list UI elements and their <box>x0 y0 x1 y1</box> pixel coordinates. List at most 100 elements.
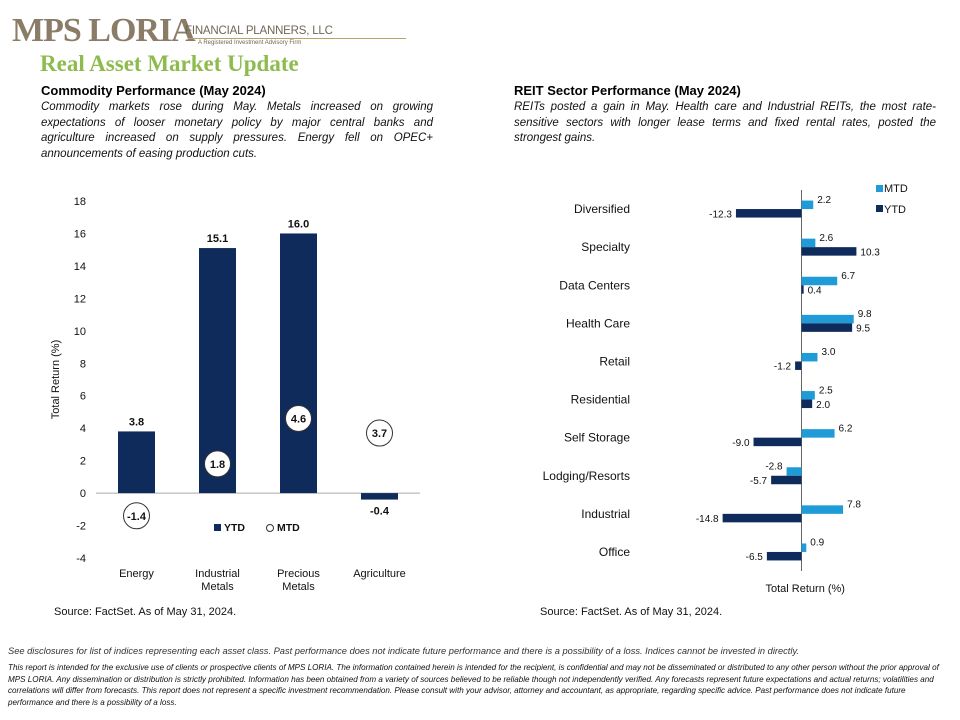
data-label-mtd: 3.0 <box>821 347 835 358</box>
data-label-ytd: 15.1 <box>207 233 228 245</box>
logo-subtitle: FINANCIAL PLANNERS, LLC <box>185 25 333 37</box>
bar-ytd <box>801 323 853 332</box>
bar-ytd <box>766 551 802 561</box>
y-tick-label: 16 <box>74 228 86 240</box>
data-label-ytd: -1.2 <box>774 362 792 373</box>
marker-mtd <box>285 404 312 432</box>
bar-ytd <box>280 233 317 494</box>
legend-label-mtd: MTD <box>277 522 300 534</box>
reit-source-note: Source: FactSet. As of May 31, 2024. <box>540 606 723 618</box>
logo-divider <box>188 38 406 39</box>
x-category-label: Industrial <box>195 568 240 580</box>
data-label-ytd: -9.0 <box>732 438 750 449</box>
legend-swatch-ytd <box>214 524 221 531</box>
bar-mtd <box>801 238 816 248</box>
index-disclosure: See disclosures for list of indices repr… <box>8 646 799 656</box>
legend-swatch-ytd <box>876 205 883 212</box>
data-label-ytd: 0.4 <box>808 286 822 297</box>
data-label-mtd: 7.8 <box>847 500 861 511</box>
y-tick-label: -2 <box>76 521 86 533</box>
y-category-label: Self Storage <box>564 431 630 445</box>
y-tick-label: 2 <box>80 456 86 468</box>
data-label-mtd: 3.7 <box>372 428 387 440</box>
bar-mtd <box>801 429 835 438</box>
bar-ytd <box>801 285 804 294</box>
y-axis-label: Total Return (%) <box>50 340 62 419</box>
data-label-ytd: -5.7 <box>750 476 768 487</box>
data-label-mtd: 0.9 <box>810 538 824 549</box>
x-category-label: Metals <box>282 581 315 593</box>
data-label-mtd: 4.6 <box>291 413 306 425</box>
y-category-label: Health Care <box>566 316 630 330</box>
legend-label-ytd: YTD <box>884 204 906 216</box>
data-label-ytd: -0.4 <box>370 506 390 518</box>
y-tick-label: 12 <box>74 293 86 305</box>
y-tick-label: 10 <box>74 326 86 338</box>
bar-mtd <box>786 467 802 476</box>
legend-swatch-mtd <box>876 185 883 192</box>
bar-ytd <box>801 399 813 409</box>
bar-ytd <box>722 513 802 523</box>
reit-sector-chart: Diversified Specialty Data Centers Health C… <box>543 183 908 595</box>
data-label-mtd: -2.8 <box>765 462 783 473</box>
data-label-mtd: 2.2 <box>817 195 831 206</box>
commodity-section-text: Commodity markets rose during May. Metal… <box>41 101 433 160</box>
y-tick-label: 18 <box>74 196 86 208</box>
marker-mtd <box>204 450 231 478</box>
firm-logo: MPS LORIA FINANCIAL PLANNERS, LLC A Regi… <box>12 8 412 52</box>
data-label-ytd: 3.8 <box>129 416 144 428</box>
y-tick-label: 8 <box>80 358 86 370</box>
page-title: Real Asset Market Update <box>40 51 299 76</box>
data-label-ytd: -12.3 <box>709 209 732 220</box>
bar-mtd <box>801 352 818 362</box>
x-category-label: Energy <box>119 568 154 580</box>
bar-ytd <box>735 209 802 218</box>
data-label-ytd: 2.0 <box>816 400 830 411</box>
bar-mtd <box>801 276 838 286</box>
data-label-mtd: 2.5 <box>819 385 833 396</box>
data-label-mtd: 9.8 <box>858 309 872 320</box>
bar-mtd <box>801 200 814 210</box>
bar-ytd <box>361 493 398 500</box>
data-label-ytd: 9.5 <box>856 324 870 335</box>
y-tick-label: 14 <box>74 261 86 273</box>
y-category-label: Data Centers <box>559 278 630 292</box>
y-category-label: Industrial <box>581 507 630 521</box>
data-label-mtd: 2.6 <box>819 233 833 244</box>
y-category-label: Specialty <box>581 240 630 254</box>
y-category-label: Retail <box>599 354 630 368</box>
x-category-label: Metals <box>201 581 234 593</box>
legend-label-ytd: YTD <box>224 522 245 534</box>
data-label-mtd: 6.7 <box>841 271 855 282</box>
data-label-ytd: 10.3 <box>860 247 880 258</box>
bar-ytd <box>801 247 857 256</box>
bar-ytd <box>118 431 155 494</box>
logo-wordmark: MPS LORIA <box>12 12 196 49</box>
marker-mtd <box>123 502 150 530</box>
data-label-mtd: -1.4 <box>127 511 147 523</box>
data-label-ytd: -6.5 <box>746 552 764 563</box>
data-label-ytd: 16.0 <box>288 218 309 230</box>
legend-swatch-mtd <box>266 524 274 532</box>
commodity-source-note: Source: FactSet. As of May 31, 2024. <box>54 606 237 618</box>
x-category-label: Agriculture <box>353 568 406 580</box>
marker-mtd <box>366 419 393 447</box>
x-axis-label: Total Return (%) <box>766 583 845 595</box>
data-label-mtd: 6.2 <box>839 423 853 434</box>
data-label-ytd: -14.8 <box>696 514 719 525</box>
bar-mtd <box>801 543 807 552</box>
y-tick-label: 6 <box>80 391 86 403</box>
reit-section-text: REITs posted a gain in May. Health care … <box>514 101 936 144</box>
y-tick-label: -4 <box>76 553 86 565</box>
y-category-label: Residential <box>571 393 630 407</box>
bar-ytd <box>771 475 802 485</box>
y-tick-label: 4 <box>80 423 86 435</box>
bar-ytd <box>753 437 802 447</box>
bar-mtd <box>801 391 815 400</box>
commodity-performance-chart: -4 -2 0 2 4 6 8 10 12 14 16 18 Total Return (%) Energ… <box>50 196 420 593</box>
bar-ytd <box>795 361 802 370</box>
y-category-label: Diversified <box>574 202 630 216</box>
bar-mtd <box>801 505 844 514</box>
y-category-label: Lodging/Resorts <box>543 469 630 483</box>
x-category-label: Precious <box>277 568 320 580</box>
